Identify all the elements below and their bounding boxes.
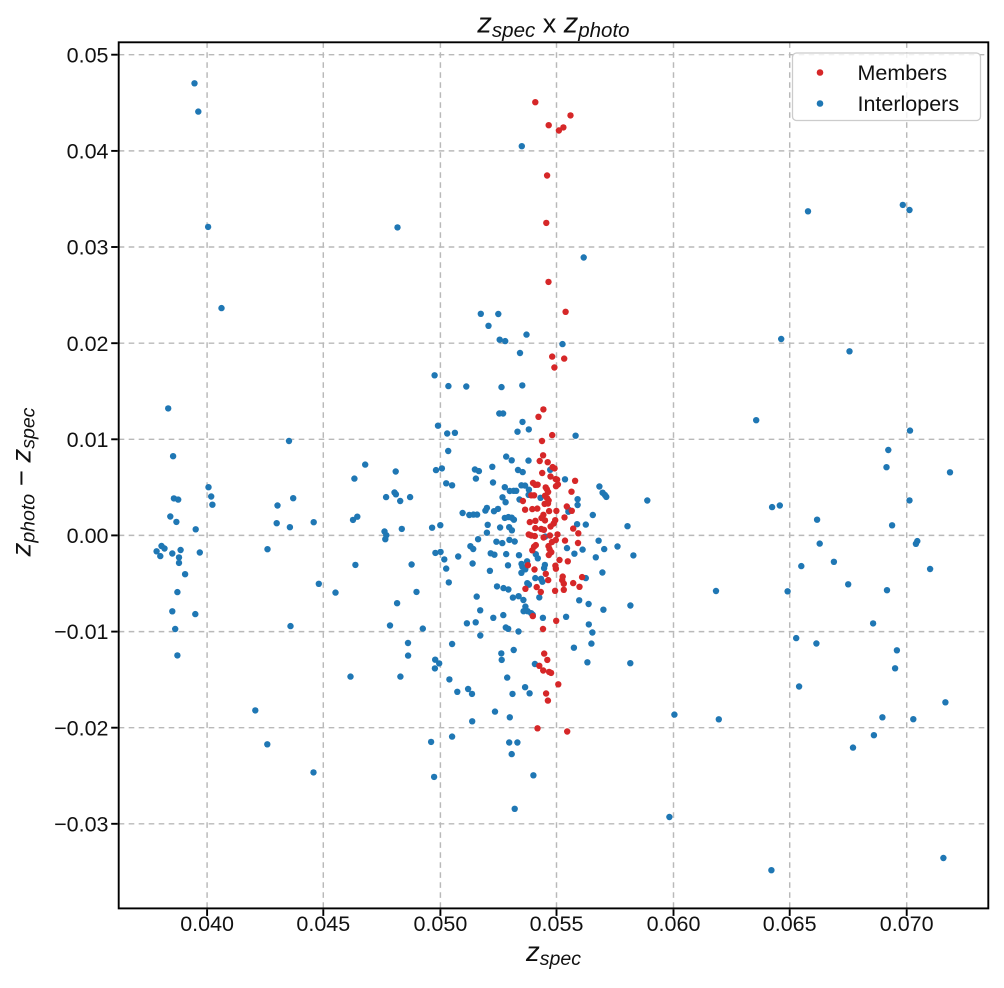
svg-text:0.02: 0.02 <box>67 332 109 356</box>
svg-text:0.045: 0.045 <box>296 912 350 936</box>
svg-text:0.050: 0.050 <box>413 912 467 936</box>
svg-text:0.05: 0.05 <box>67 43 109 67</box>
svg-text:−0.01: −0.01 <box>54 620 108 644</box>
svg-text:0.060: 0.060 <box>647 912 701 936</box>
svg-text:0.040: 0.040 <box>180 912 234 936</box>
svg-text:0.070: 0.070 <box>880 912 934 936</box>
svg-text:Interlopers: Interlopers <box>858 92 960 116</box>
svg-text:0.065: 0.065 <box>763 912 817 936</box>
svg-text:Members: Members <box>858 61 948 85</box>
svg-text:zspec x zphoto: zspec x zphoto <box>476 8 629 43</box>
svg-text:0.00: 0.00 <box>67 524 109 548</box>
svg-text:zphoto − zspec: zphoto − zspec <box>6 407 40 557</box>
svg-text:0.03: 0.03 <box>67 236 109 260</box>
svg-text:−0.02: −0.02 <box>54 716 108 740</box>
svg-text:0.055: 0.055 <box>530 912 584 936</box>
svg-text:zspec: zspec <box>525 936 581 970</box>
svg-text:0.04: 0.04 <box>67 140 109 164</box>
svg-text:0.01: 0.01 <box>67 428 109 452</box>
svg-text:−0.03: −0.03 <box>54 812 108 836</box>
